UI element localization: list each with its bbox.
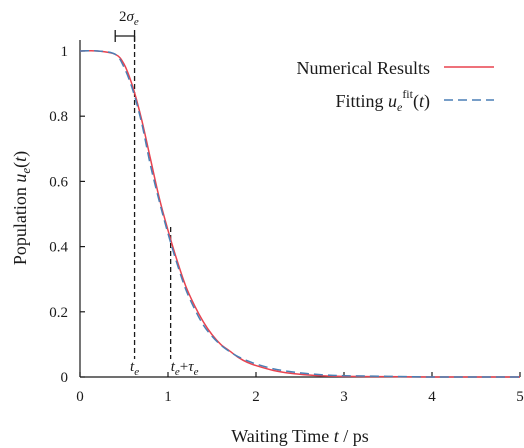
x-tick-label: 1 — [164, 389, 172, 405]
x-tick-label: 2 — [252, 389, 260, 405]
x-tick-label: 4 — [428, 389, 436, 405]
legend-label-numerical: Numerical Results — [297, 58, 430, 78]
x-tick-label: 5 — [516, 389, 524, 405]
y-axis-label: Population ue(t) — [10, 151, 33, 265]
legend: Numerical Results Fitting uefit(t) — [297, 58, 494, 114]
legend-label-fitting: Fitting uefit(t) — [335, 87, 430, 114]
x-tick-label: 3 — [340, 389, 348, 405]
x-tick-label: 0 — [76, 389, 84, 405]
x-axis-label: Waiting Time t / ps — [231, 426, 369, 446]
series-line-numerical — [79, 50, 520, 378]
y-tick-label: 0.8 — [49, 109, 68, 125]
series-group — [79, 50, 520, 378]
y-tick-label: 0.4 — [49, 240, 68, 256]
t-e-plus-tau-label: te+τe — [171, 359, 199, 378]
x-ticks: 0 1 2 3 4 5 — [76, 372, 524, 405]
t-e-label: te — [130, 359, 139, 378]
sigma-bracket-label: 2σe — [119, 9, 139, 28]
y-tick-label: 0 — [61, 370, 69, 386]
series-line-fitting — [79, 50, 520, 378]
y-tick-label: 0.2 — [49, 305, 68, 321]
y-tick-label: 0.6 — [49, 174, 68, 190]
y-tick-label: 1 — [61, 44, 69, 60]
